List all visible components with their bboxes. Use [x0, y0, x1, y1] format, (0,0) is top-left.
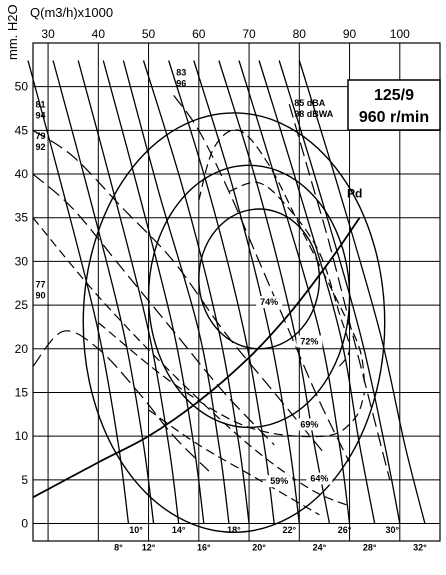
noise-curve-1	[32, 173, 275, 446]
title-box-frame	[347, 79, 441, 131]
blade-angle-label-9: 26°	[338, 525, 352, 535]
noise-curve-0	[32, 330, 210, 472]
blade-curve-12	[298, 60, 426, 524]
y-tick-label-25: 25	[15, 298, 29, 312]
noise-label-line2-4: 98 dBWA	[294, 109, 334, 119]
efficiency-label-bg-4	[256, 296, 283, 309]
efficiency-label-0: 59%	[270, 476, 288, 486]
noise-label-line1-1: 79	[36, 131, 46, 141]
blade-angle-label-0: 8°	[114, 543, 123, 553]
efficiency-label-bg-3	[296, 335, 323, 348]
chart-speed: 960 r/min	[359, 109, 429, 126]
y-tick-label-0: 0	[21, 517, 28, 531]
efficiency-curve-3	[198, 129, 366, 384]
y-tick-label-40: 40	[15, 167, 29, 181]
eff-loop-inner	[198, 208, 321, 350]
blade-curve-0	[27, 60, 130, 524]
noise-curve-2	[32, 129, 325, 455]
pd-curve-group	[32, 217, 361, 499]
y-tick-label-15: 15	[15, 385, 29, 399]
y-tick-label-20: 20	[15, 342, 29, 356]
y-tick-label-45: 45	[15, 123, 29, 137]
plot-frame	[32, 42, 441, 542]
chart-title: 125/9	[374, 87, 414, 104]
blade-curve-6	[168, 60, 275, 524]
blade-curve-1	[52, 60, 155, 524]
title-box: 125/9 960 r/min	[347, 79, 441, 131]
efficiency-curve-0	[148, 409, 320, 516]
x-tick-label-80: 80	[293, 27, 307, 41]
blade-angle-label-5: 18°	[227, 525, 241, 535]
noise-label-line2-0: 90	[36, 291, 46, 301]
blade-angle-label-12: 32°	[413, 543, 427, 553]
y-tick-label-35: 35	[15, 211, 29, 225]
blade-angle-label-1: 10°	[129, 525, 143, 535]
noise-label-line2-1: 92	[36, 142, 46, 152]
x-tick-label-30: 30	[41, 27, 55, 41]
noise-label-line1-3: 83	[176, 67, 186, 77]
efficiency-curve-1	[32, 217, 350, 507]
pd-label: Pd	[347, 187, 362, 201]
blade-angle-label-4: 16°	[197, 543, 211, 553]
y-tick-label-10: 10	[15, 429, 29, 443]
blade-curve-2	[77, 60, 180, 524]
noise-label-line1-4: 85 dBA	[294, 98, 326, 108]
blade-curve-8	[218, 60, 331, 524]
blade-curve-11	[278, 60, 401, 524]
efficiency-label-bg-1	[306, 472, 333, 485]
noise-label-line2-3: 96	[176, 78, 186, 88]
noise-label-line1-0: 77	[36, 280, 46, 290]
y-tick-label-50: 50	[15, 80, 29, 94]
blade-angle-label-8: 24°	[313, 543, 327, 553]
blade-curve-9	[238, 60, 351, 524]
y-tick-label-5: 5	[21, 473, 28, 487]
x-tick-label-60: 60	[192, 27, 206, 41]
efficiency-curves	[32, 112, 386, 533]
blade-angle-label-11: 30°	[385, 525, 399, 535]
blade-angle-label-2: 12°	[142, 543, 156, 553]
noise-curve-4	[288, 104, 391, 480]
efficiency-label-2: 69%	[300, 419, 318, 429]
x-axis-ticks: 30 40 50 60 70 80 90 100	[41, 27, 410, 41]
blade-angle-label-6: 20°	[252, 543, 266, 553]
x-tick-label-40: 40	[92, 27, 106, 41]
x-tick-label-70: 70	[242, 27, 256, 41]
efficiency-label-3: 72%	[300, 336, 318, 346]
y-axis-label: mm. H2O	[5, 4, 20, 60]
x-axis-label: Q(m3/h)x1000	[30, 5, 113, 20]
blade-angle-label-10: 28°	[363, 543, 377, 553]
x-tick-label-90: 90	[343, 27, 357, 41]
noise-label-line1-2: 81	[36, 100, 46, 110]
efficiency-label-bg-2	[296, 418, 323, 431]
efficiency-label-bg-0	[266, 475, 293, 488]
efficiency-curve-4	[228, 181, 351, 367]
x-tick-label-50: 50	[142, 27, 156, 41]
blade-angle-label-3: 14°	[172, 525, 186, 535]
noise-curves	[32, 95, 391, 480]
eff-loop-outer	[82, 112, 386, 533]
eff-loop-mid	[147, 164, 351, 429]
chart-annotations: 8° 10° 12° 14° 16° 18° 20° 22° 24° 26° 28° 30° 32° 59…	[36, 67, 428, 552]
y-axis-ticks: 0 5 10 15 20 25 30 35 40 45 50	[15, 80, 29, 531]
efficiency-label-4: 74%	[260, 297, 278, 307]
x-tick-label-100: 100	[390, 27, 410, 41]
noise-label-line2-2: 94	[36, 111, 46, 121]
blade-angle-label-7: 22°	[282, 525, 296, 535]
efficiency-curve-2	[97, 322, 366, 438]
noise-curve-3	[173, 95, 351, 463]
efficiency-label-1: 64%	[310, 474, 328, 484]
blade-curve-3	[102, 60, 205, 524]
blade-curve-10	[258, 60, 376, 524]
blade-curve-5	[142, 60, 250, 524]
y-tick-label-30: 30	[15, 254, 29, 268]
pd-curve	[32, 217, 361, 499]
